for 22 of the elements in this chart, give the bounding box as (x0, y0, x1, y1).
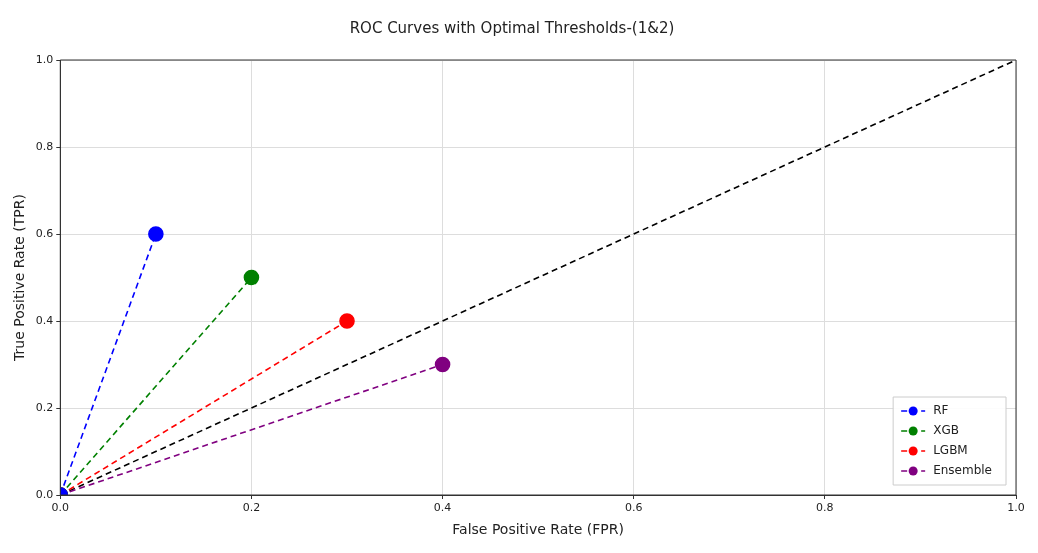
legend-label: Ensemble (933, 463, 993, 478)
y-tick-label: 1.0 (35, 52, 54, 66)
legend-label: XGB (933, 423, 959, 438)
y-tick-label: 0.6 (35, 226, 54, 240)
y-tick-label: 0.2 (35, 400, 54, 414)
y-tick-label: 0.8 (35, 139, 54, 153)
x-tick-label: 0.6 (624, 501, 643, 515)
y-tick-label: 0.4 (35, 313, 54, 327)
chart-title: ROC Curves with Optimal Thresholds-(1&2) (349, 18, 675, 37)
point (339, 313, 355, 329)
legend-label: RF (933, 403, 949, 418)
y-tick-label: 0.0 (35, 487, 54, 501)
x-axis-title: False Positive Rate (FPR) (452, 521, 625, 538)
x-tick-label: 0.8 (816, 501, 834, 515)
x-tick-label: 0.4 (433, 501, 452, 515)
y-axis-title: True Positive Rate (TPR) (11, 194, 28, 362)
point (243, 269, 260, 286)
x-tick-label: 0.2 (242, 501, 261, 515)
point (434, 356, 451, 373)
x-tick-label: 1.0 (1007, 501, 1025, 515)
legend-label: LGBM (933, 443, 968, 458)
x-tick-label: 0.0 (51, 501, 70, 515)
